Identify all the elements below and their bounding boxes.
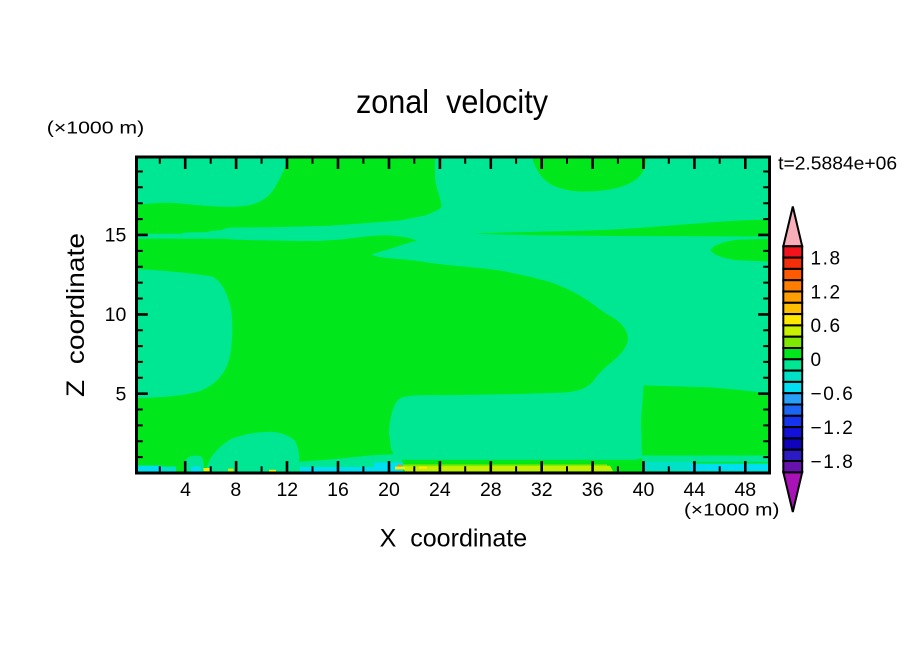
- svg-text:12: 12: [276, 479, 298, 501]
- svg-text:1.2: 1.2: [811, 282, 842, 303]
- svg-text:15: 15: [105, 225, 127, 247]
- svg-text:(×1000 m): (×1000 m): [684, 499, 779, 519]
- svg-text:X coordinate: X coordinate: [380, 525, 528, 553]
- svg-text:48: 48: [734, 479, 756, 501]
- svg-text:20: 20: [378, 479, 400, 501]
- svg-text:0: 0: [811, 350, 823, 371]
- svg-text:8: 8: [230, 479, 241, 501]
- svg-text:5: 5: [115, 383, 126, 405]
- svg-text:0.6: 0.6: [811, 316, 842, 337]
- svg-text:1.8: 1.8: [811, 248, 842, 269]
- svg-text:−1.8: −1.8: [811, 452, 855, 473]
- svg-text:−1.2: −1.2: [811, 418, 855, 439]
- svg-text:28: 28: [480, 479, 502, 501]
- svg-text:44: 44: [684, 479, 706, 501]
- svg-text:40: 40: [633, 479, 655, 501]
- svg-text:t=2.5884e+06: t=2.5884e+06: [778, 154, 897, 174]
- svg-text:16: 16: [327, 479, 349, 501]
- svg-text:Z coordinate: Z coordinate: [62, 233, 90, 397]
- svg-text:10: 10: [105, 304, 127, 326]
- svg-text:(×1000 m): (×1000 m): [47, 118, 144, 138]
- svg-text:36: 36: [582, 479, 604, 501]
- svg-text:zonal velocity: zonal velocity: [356, 83, 548, 120]
- svg-text:4: 4: [180, 479, 191, 501]
- svg-text:−0.6: −0.6: [811, 384, 855, 405]
- svg-text:32: 32: [531, 479, 553, 501]
- svg-text:24: 24: [429, 479, 451, 501]
